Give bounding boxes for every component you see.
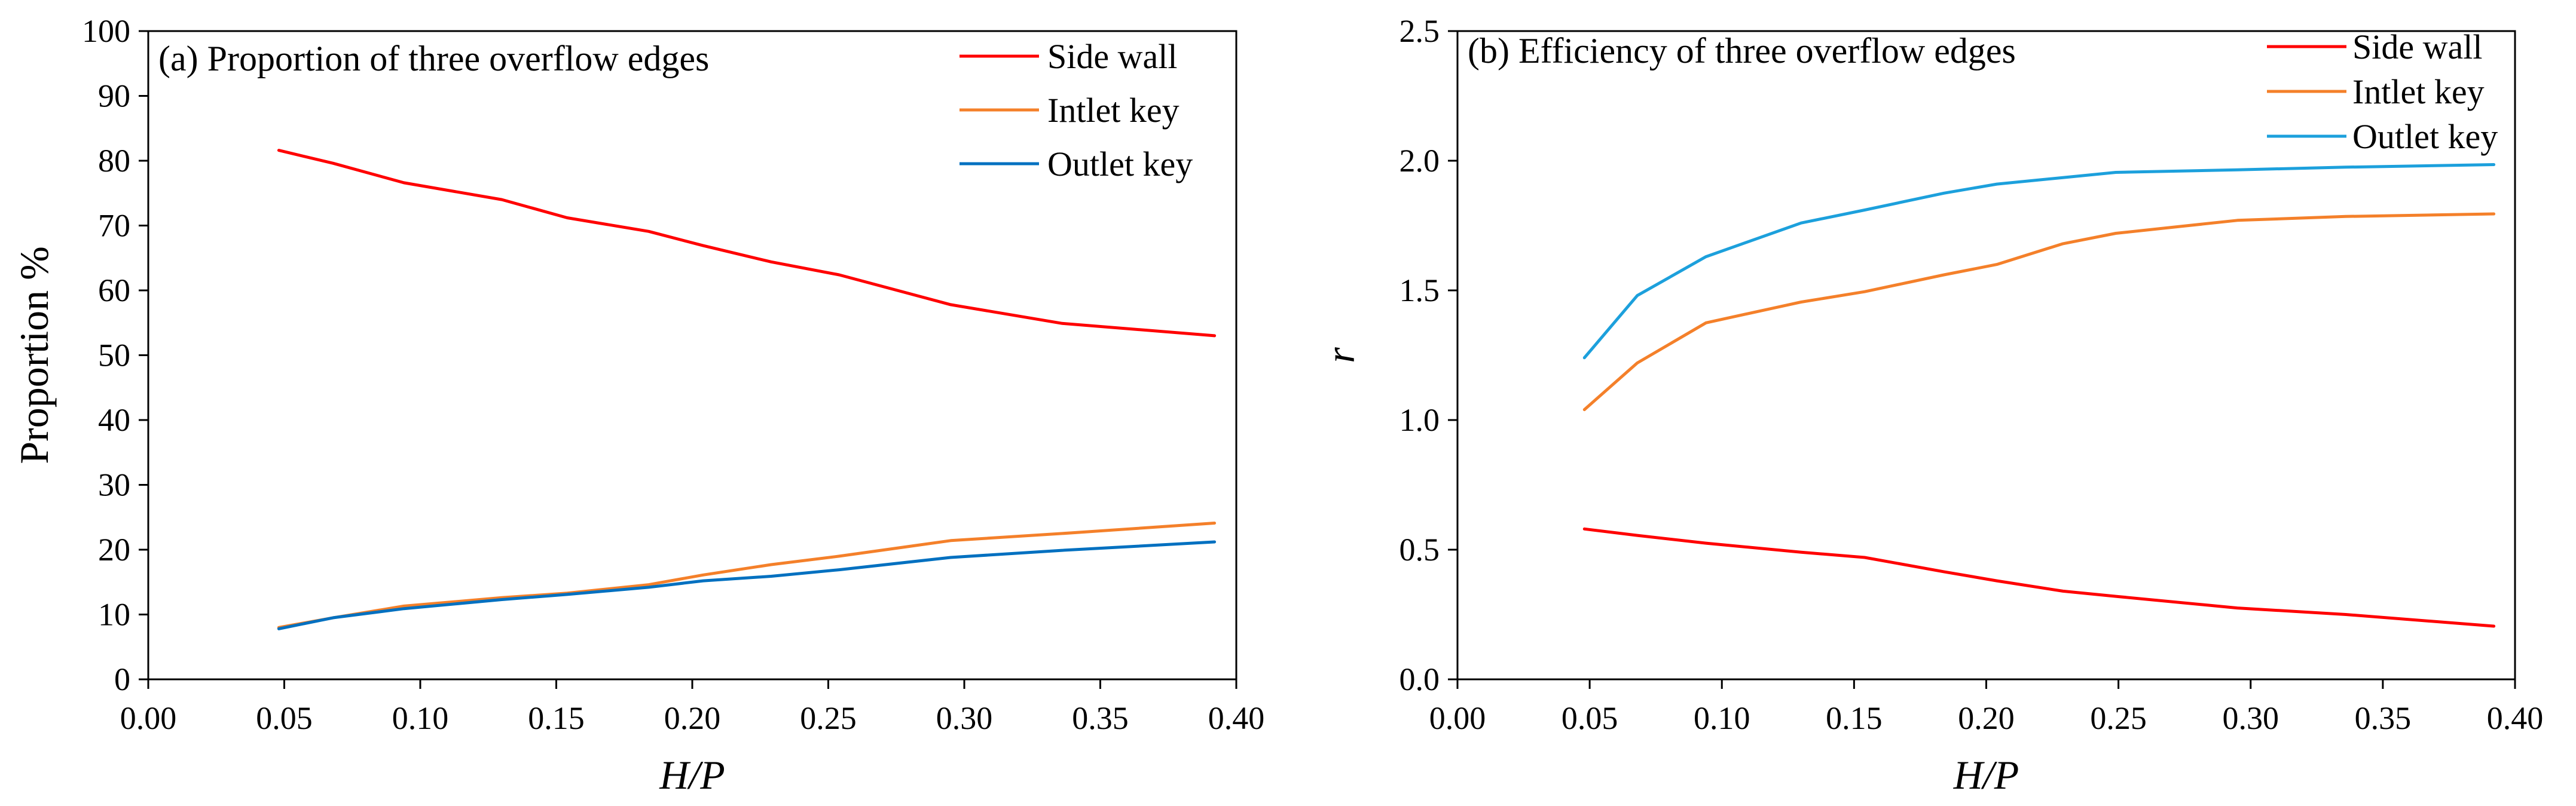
y-tick-label: 20: [98, 532, 130, 568]
series-line-side-wall: [1582, 527, 2496, 628]
y-tick-label: 0: [114, 661, 130, 697]
x-tick-label: 0.20: [664, 700, 721, 736]
legend-label: Outlet key: [2352, 117, 2498, 156]
x-tick-label: 0.05: [1562, 700, 1618, 736]
series-line-intlet-key: [277, 522, 1217, 629]
x-tick-label: 0.10: [392, 700, 449, 736]
series-line-outlet-key: [277, 540, 1217, 630]
panel-title: (a) Proportion of three overflow edges: [158, 39, 709, 78]
y-tick-label: 40: [98, 402, 130, 438]
y-axis-title: Proportion %: [11, 246, 57, 464]
legend-label: Outlet key: [1047, 145, 1193, 183]
series-line-intlet-key: [1582, 212, 2496, 412]
x-tick-label: 0.00: [1429, 700, 1486, 736]
x-tick-label: 0.25: [800, 700, 857, 736]
y-tick-label: 90: [98, 78, 130, 114]
x-tick-label: 0.35: [2355, 700, 2412, 736]
legend-label: Side wall: [2352, 27, 2482, 66]
y-tick-label: 70: [98, 208, 130, 244]
x-tick-label: 0.00: [120, 700, 177, 736]
y-tick-label: 1.5: [1399, 272, 1440, 308]
series-line-side-wall: [277, 149, 1217, 338]
y-tick-label: 50: [98, 338, 130, 373]
panel-title: (b) Efficiency of three overflow edges: [1468, 31, 2016, 71]
y-tick-label: 1.0: [1399, 402, 1440, 438]
legend-label: Intlet key: [1047, 91, 1179, 130]
panel-b-chart: 0.00 0.05 0.10 0.15 0.20 0.25 0.30 0.35 0.40 0.0 0…: [1318, 13, 2543, 798]
y-axis-title: r: [1318, 347, 1363, 363]
legend-label: Side wall: [1047, 37, 1177, 76]
x-tick-label: 0.40: [2487, 700, 2544, 736]
x-tick-label: 0.20: [1958, 700, 2015, 736]
y-tick-label: 60: [98, 272, 130, 308]
panel-a-chart: 0.00 0.05 0.10 0.15 0.20 0.25 0.30 0.35 0.40 0 10 2…: [11, 13, 1264, 798]
y-tick-label: 80: [98, 143, 130, 179]
y-tick-label: 2.0: [1399, 143, 1440, 179]
x-tick-label: 0.05: [256, 700, 313, 736]
y-tick-label: 0.5: [1399, 532, 1440, 568]
y-tick-label: 10: [98, 597, 130, 633]
y-tick-label: 2.5: [1399, 13, 1440, 49]
y-tick-label: 0.0: [1399, 661, 1440, 697]
x-axis-title: H/P: [659, 752, 725, 798]
y-tick-label: 100: [82, 13, 130, 49]
x-tick-label: 0.15: [528, 700, 585, 736]
x-tick-label: 0.30: [2223, 700, 2279, 736]
series-line-outlet-key: [1582, 163, 2496, 360]
x-axis-title: H/P: [1953, 752, 2019, 798]
x-tick-label: 0.30: [936, 700, 993, 736]
x-tick-label: 0.10: [1694, 700, 1750, 736]
y-tick-label: 30: [98, 467, 130, 503]
x-tick-label: 0.35: [1072, 700, 1129, 736]
x-tick-label: 0.25: [2090, 700, 2147, 736]
x-tick-label: 0.15: [1826, 700, 1883, 736]
x-tick-label: 0.40: [1208, 700, 1265, 736]
legend-label: Intlet key: [2352, 72, 2485, 111]
